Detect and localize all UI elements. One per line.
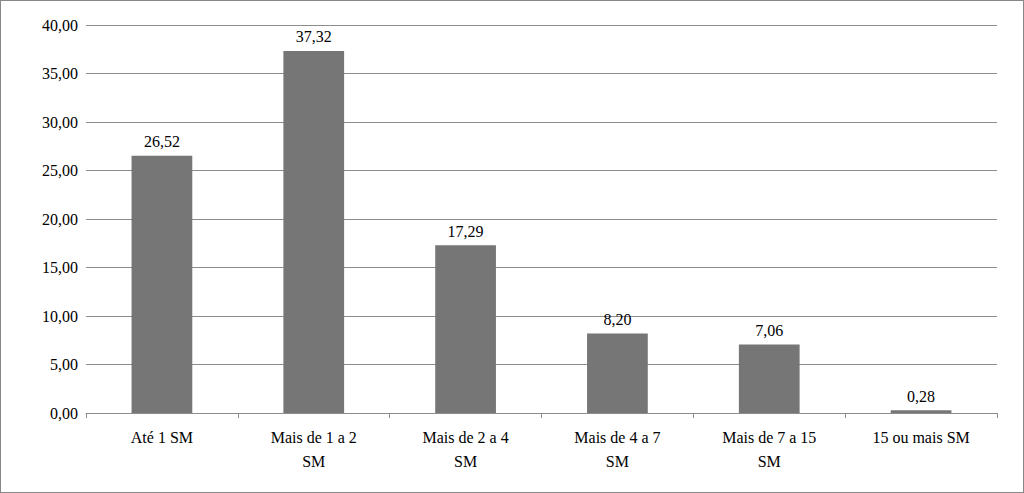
svg-text:0,00: 0,00 [50,405,78,422]
svg-text:10,00: 10,00 [42,308,78,325]
svg-text:5,00: 5,00 [50,356,78,373]
svg-text:35,00: 35,00 [42,65,78,82]
svg-text:26,52: 26,52 [144,133,180,150]
svg-text:17,29: 17,29 [448,223,484,240]
svg-text:Mais de 7 a 15: Mais de 7 a 15 [722,429,816,446]
svg-text:0,28: 0,28 [907,388,935,405]
svg-text:Até 1 SM: Até 1 SM [131,429,193,446]
svg-text:25,00: 25,00 [42,162,78,179]
svg-text:Mais de 1 a 2: Mais de 1 a 2 [271,429,357,446]
svg-text:7,06: 7,06 [755,322,783,339]
svg-text:20,00: 20,00 [42,211,78,228]
svg-text:30,00: 30,00 [42,114,78,131]
svg-text:37,32: 37,32 [296,28,332,45]
svg-text:8,20: 8,20 [603,311,631,328]
svg-text:40,00: 40,00 [42,17,78,34]
svg-text:15 ou mais SM: 15 ou mais SM [872,429,969,446]
svg-text:Mais de 2 a 4: Mais de 2 a 4 [422,429,508,446]
svg-text:SM: SM [606,453,629,470]
svg-text:15,00: 15,00 [42,259,78,276]
svg-text:SM: SM [302,453,325,470]
svg-text:Mais de 4 a 7: Mais de 4 a 7 [574,429,660,446]
svg-text:SM: SM [454,453,477,470]
svg-text:SM: SM [758,453,781,470]
